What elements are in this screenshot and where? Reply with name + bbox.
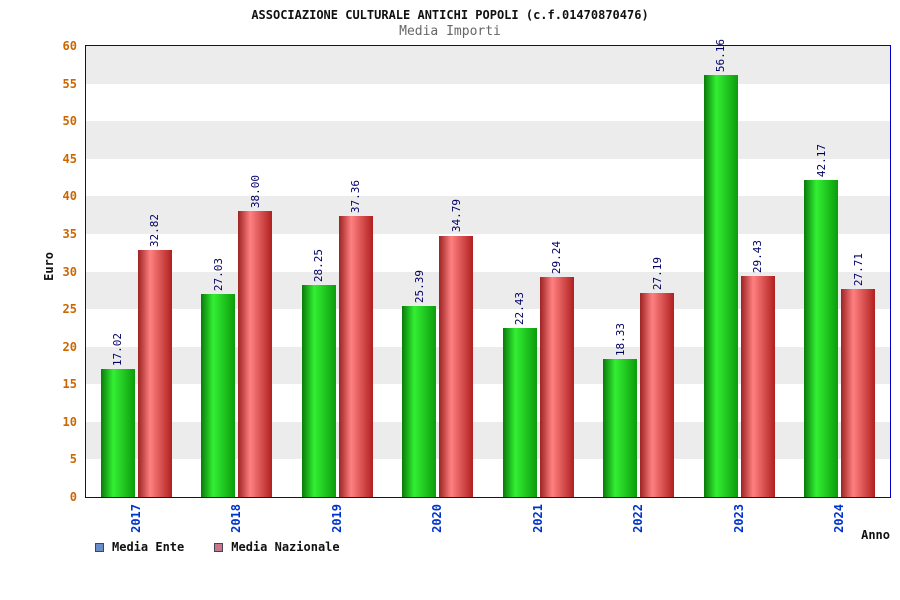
bar-media-ente-2020 [402, 306, 437, 497]
bar-value-label: 34.79 [449, 199, 463, 233]
grid-band [86, 121, 890, 159]
chart-title: ASSOCIAZIONE CULTURALE ANTICHI POPOLI (c… [251, 8, 649, 22]
x-tick-label: 2019 [329, 504, 344, 533]
bar-value-label: 18.33 [613, 323, 627, 357]
bar-media-nazionale-2017 [137, 250, 172, 497]
bar-media-nazionale-2022 [640, 292, 675, 497]
x-tick-label: 2021 [530, 504, 545, 533]
legend-marker [214, 542, 224, 552]
bar-value-label: 22.43 [513, 292, 527, 326]
y-tick-label: 5 [69, 452, 77, 467]
y-tick-label: 10 [62, 414, 77, 429]
y-tick-label: 20 [62, 339, 77, 354]
bar-media-nazionale-2024 [841, 288, 876, 497]
bar-value-label: 32.82 [148, 214, 162, 248]
y-tick-label: 35 [62, 226, 77, 241]
y-tick-label: 50 [62, 114, 77, 129]
bar-media-ente-2023 [703, 74, 738, 497]
bar-media-nazionale-2018 [238, 211, 273, 497]
x-axis-title: Anno [861, 528, 890, 542]
legend-item-media-nazionale: Media Nazionale [214, 540, 340, 554]
legend-marker [95, 542, 104, 552]
x-tick-label: 2018 [229, 504, 244, 533]
bar-value-label: 37.36 [349, 180, 363, 214]
bar-media-nazionale-2020 [439, 235, 474, 497]
legend: Media Ente Media Nazionale [95, 540, 340, 554]
bar-value-label: 28.25 [312, 248, 326, 282]
bar-value-label: 25.39 [412, 270, 426, 304]
bar-media-ente-2024 [804, 180, 839, 497]
bar-value-label: 27.03 [211, 257, 225, 291]
grid-band [86, 46, 890, 84]
bar-value-label: 42.17 [814, 143, 828, 178]
bar-media-ente-2017 [100, 369, 135, 497]
y-tick-label: 15 [62, 377, 77, 392]
bar-value-label: 27.71 [851, 252, 865, 286]
bar-media-ente-2019 [301, 284, 336, 497]
bar-value-label: 27.19 [650, 256, 664, 290]
y-tick-label: 0 [69, 490, 77, 504]
y-tick-label: 55 [62, 76, 77, 91]
bar-media-ente-2018 [201, 293, 236, 497]
bar-value-label: 29.43 [751, 239, 765, 273]
legend-label: Media Ente [112, 540, 185, 554]
legend-item-media-ente: Media Ente [95, 540, 184, 554]
x-tick-label: 2023 [731, 504, 746, 533]
grid-band [86, 196, 890, 234]
y-tick-label: 40 [62, 189, 77, 204]
plot-area: 17.02 32.82 27.03 38.00 28.25 37.36 25.39 34.79… [85, 39, 891, 498]
x-tick-label: 2017 [128, 504, 143, 533]
x-tick-label: 2024 [832, 504, 847, 533]
y-tick-label: 45 [62, 151, 77, 166]
bar-media-nazionale-2023 [740, 275, 775, 497]
bar-media-nazionale-2019 [338, 216, 373, 497]
bar-media-ente-2021 [502, 328, 537, 497]
bar-media-ente-2022 [603, 359, 638, 497]
y-tick-label: 60 [62, 39, 77, 53]
chart-subtitle: Media Importi [399, 24, 501, 39]
legend-label: Media Nazionale [231, 540, 340, 554]
x-tick-label: 2020 [430, 504, 445, 533]
bar-media-nazionale-2021 [539, 277, 574, 497]
bar-value-label: 38.00 [248, 175, 262, 209]
bar-value-label: 56.16 [714, 38, 728, 72]
bar-value-label: 17.02 [111, 332, 125, 367]
x-tick-label: 2022 [631, 504, 646, 533]
y-tick-label: 30 [62, 264, 77, 279]
y-tick-label: 25 [62, 302, 77, 317]
bar-value-label: 29.24 [550, 241, 564, 275]
